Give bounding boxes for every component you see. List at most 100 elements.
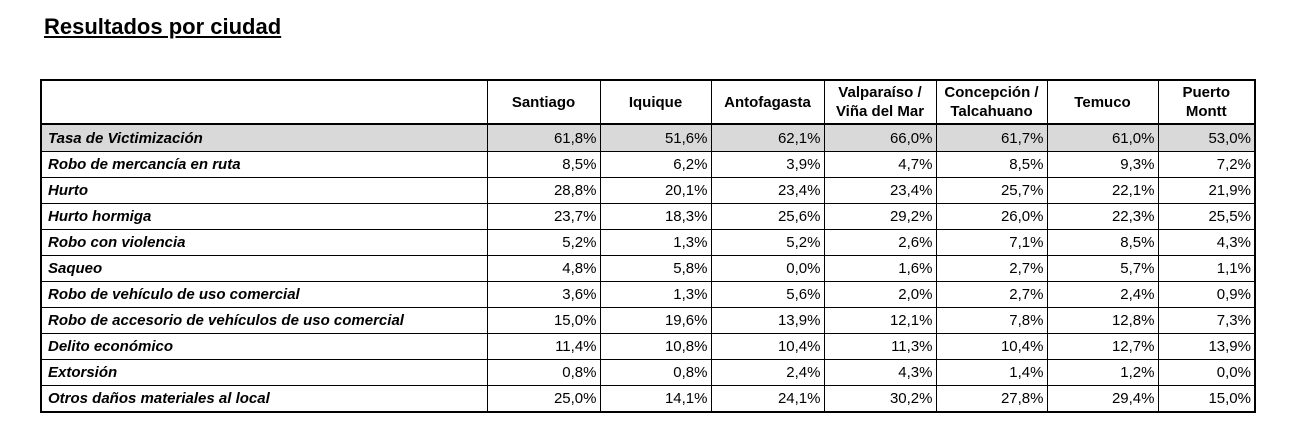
row-label: Robo de vehículo de uso comercial bbox=[40, 281, 488, 308]
row-label: Robo con violencia bbox=[40, 229, 488, 256]
value-cell: 7,1% bbox=[935, 229, 1048, 256]
value-cell: 25,5% bbox=[1157, 203, 1256, 230]
value-cell: 2,4% bbox=[1046, 281, 1159, 308]
value-cell: 22,1% bbox=[1046, 177, 1159, 204]
value-cell: 15,0% bbox=[486, 307, 601, 334]
table-row: Hurto 28,8% 20,1% 23,4% 23,4% 25,7% 22,1% 21,9% bbox=[40, 177, 1256, 204]
value-cell: 23,7% bbox=[486, 203, 601, 230]
column-header: Temuco bbox=[1046, 79, 1159, 125]
value-cell: 13,9% bbox=[1157, 333, 1256, 360]
value-cell: 18,3% bbox=[599, 203, 712, 230]
value-cell: 1,2% bbox=[1046, 359, 1159, 386]
column-header: Antofagasta bbox=[710, 79, 825, 125]
value-cell: 11,3% bbox=[823, 333, 937, 360]
value-cell: 10,4% bbox=[710, 333, 825, 360]
value-cell: 8,5% bbox=[1046, 229, 1159, 256]
value-cell: 51,6% bbox=[599, 123, 712, 152]
value-cell: 7,8% bbox=[935, 307, 1048, 334]
value-cell: 7,2% bbox=[1157, 151, 1256, 178]
row-label: Extorsión bbox=[40, 359, 488, 386]
value-cell: 25,6% bbox=[710, 203, 825, 230]
value-cell: 5,2% bbox=[710, 229, 825, 256]
value-cell: 0,0% bbox=[710, 255, 825, 282]
column-header: Iquique bbox=[599, 79, 712, 125]
value-cell: 4,8% bbox=[486, 255, 601, 282]
value-cell: 0,9% bbox=[1157, 281, 1256, 308]
value-cell: 26,0% bbox=[935, 203, 1048, 230]
value-cell: 24,1% bbox=[710, 385, 825, 413]
table-row: Robo de vehículo de uso comercial 3,6% 1,3… bbox=[40, 281, 1256, 308]
table-row: Tasa de Victimización 61,8% 51,6% 62,1% 66,0… bbox=[40, 123, 1256, 152]
value-cell: 2,7% bbox=[935, 281, 1048, 308]
value-cell: 1,6% bbox=[823, 255, 937, 282]
value-cell: 23,4% bbox=[823, 177, 937, 204]
value-cell: 66,0% bbox=[823, 123, 937, 152]
value-cell: 4,3% bbox=[1157, 229, 1256, 256]
table-row: Extorsión 0,8% 0,8% 2,4% 4,3% 1,4% 1,2% 0,0% bbox=[40, 359, 1256, 386]
value-cell: 3,6% bbox=[486, 281, 601, 308]
value-cell: 1,3% bbox=[599, 281, 712, 308]
value-cell: 9,3% bbox=[1046, 151, 1159, 178]
table-row: Hurto hormiga 23,7% 18,3% 25,6% 29,2% 26,0% 22… bbox=[40, 203, 1256, 230]
value-cell: 20,1% bbox=[599, 177, 712, 204]
value-cell: 8,5% bbox=[486, 151, 601, 178]
value-cell: 6,2% bbox=[599, 151, 712, 178]
value-cell: 62,1% bbox=[710, 123, 825, 152]
value-cell: 2,6% bbox=[823, 229, 937, 256]
value-cell: 7,3% bbox=[1157, 307, 1256, 334]
value-cell: 4,7% bbox=[823, 151, 937, 178]
row-label: Tasa de Victimización bbox=[40, 123, 488, 152]
column-header: Puerto Montt bbox=[1157, 79, 1256, 125]
value-cell: 12,1% bbox=[823, 307, 937, 334]
value-cell: 8,5% bbox=[935, 151, 1048, 178]
value-cell: 3,9% bbox=[710, 151, 825, 178]
column-header: Santiago bbox=[486, 79, 601, 125]
table-row: Saqueo 4,8% 5,8% 0,0% 1,6% 2,7% 5,7% 1,1% bbox=[40, 255, 1256, 282]
value-cell: 2,4% bbox=[710, 359, 825, 386]
value-cell: 10,8% bbox=[599, 333, 712, 360]
table-row: Otros daños materiales al local 25,0% 14,1… bbox=[40, 385, 1256, 413]
table-row: Robo con violencia 5,2% 1,3% 5,2% 2,6% 7,1% 8,… bbox=[40, 229, 1256, 256]
value-cell: 29,2% bbox=[823, 203, 937, 230]
value-cell: 25,0% bbox=[486, 385, 601, 413]
header-row: Santiago Iquique Antofagasta Valparaíso … bbox=[40, 79, 1256, 125]
value-cell: 2,7% bbox=[935, 255, 1048, 282]
value-cell: 15,0% bbox=[1157, 385, 1256, 413]
value-cell: 27,8% bbox=[935, 385, 1048, 413]
value-cell: 14,1% bbox=[599, 385, 712, 413]
column-header: Valparaíso / Viña del Mar bbox=[823, 79, 937, 125]
value-cell: 11,4% bbox=[486, 333, 601, 360]
row-label: Otros daños materiales al local bbox=[40, 385, 488, 413]
table-body: Tasa de Victimización 61,8% 51,6% 62,1% 66,0… bbox=[40, 123, 1256, 413]
value-cell: 23,4% bbox=[710, 177, 825, 204]
value-cell: 2,0% bbox=[823, 281, 937, 308]
value-cell: 10,4% bbox=[935, 333, 1048, 360]
value-cell: 5,2% bbox=[486, 229, 601, 256]
value-cell: 1,4% bbox=[935, 359, 1048, 386]
value-cell: 12,8% bbox=[1046, 307, 1159, 334]
row-label: Hurto hormiga bbox=[40, 203, 488, 230]
value-cell: 28,8% bbox=[486, 177, 601, 204]
row-label: Delito económico bbox=[40, 333, 488, 360]
value-cell: 13,9% bbox=[710, 307, 825, 334]
page-title: Resultados por ciudad bbox=[44, 14, 282, 39]
value-cell: 25,7% bbox=[935, 177, 1048, 204]
row-label: Robo de accesorio de vehículos de uso co… bbox=[40, 307, 488, 334]
value-cell: 5,7% bbox=[1046, 255, 1159, 282]
value-cell: 21,9% bbox=[1157, 177, 1256, 204]
value-cell: 29,4% bbox=[1046, 385, 1159, 413]
value-cell: 61,7% bbox=[935, 123, 1048, 152]
value-cell: 19,6% bbox=[599, 307, 712, 334]
value-cell: 0,8% bbox=[599, 359, 712, 386]
value-cell: 1,1% bbox=[1157, 255, 1256, 282]
value-cell: 5,8% bbox=[599, 255, 712, 282]
value-cell: 61,8% bbox=[486, 123, 601, 152]
value-cell: 0,0% bbox=[1157, 359, 1256, 386]
table-row: Robo de accesorio de vehículos de uso co… bbox=[40, 307, 1256, 334]
value-cell: 4,3% bbox=[823, 359, 937, 386]
column-header: Concepción / Talcahuano bbox=[935, 79, 1048, 125]
corner-cell bbox=[40, 79, 488, 125]
value-cell: 12,7% bbox=[1046, 333, 1159, 360]
value-cell: 5,6% bbox=[710, 281, 825, 308]
value-cell: 0,8% bbox=[486, 359, 601, 386]
